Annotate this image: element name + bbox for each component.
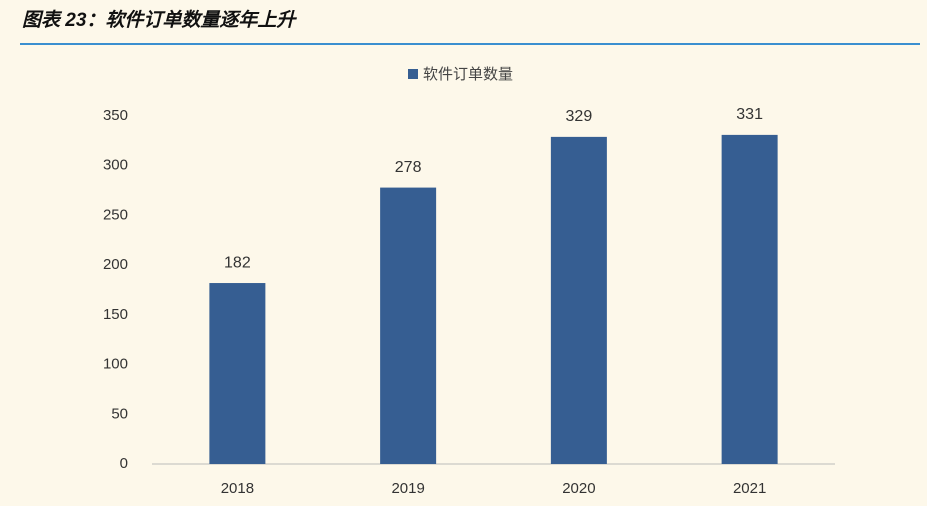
legend-label: 软件订单数量 — [423, 66, 513, 83]
y-tick-label: 350 — [103, 107, 128, 124]
y-tick-label: 100 — [103, 356, 128, 373]
data-label: 182 — [224, 254, 251, 271]
y-tick-label: 150 — [103, 306, 128, 323]
bar — [721, 134, 778, 465]
y-tick-label: 200 — [103, 256, 128, 273]
bar — [209, 283, 266, 464]
legend-swatch — [408, 69, 418, 79]
y-tick-label: 50 — [111, 405, 128, 422]
y-tick-label: 250 — [103, 206, 128, 223]
x-tick-label: 2021 — [733, 480, 766, 497]
bar — [380, 187, 437, 465]
x-tick-label: 2018 — [221, 480, 254, 497]
data-label: 331 — [736, 106, 763, 123]
chart-title: 图表 23：软件订单数量逐年上升 — [22, 9, 297, 31]
y-tick-label: 0 — [120, 455, 128, 472]
bar — [550, 136, 607, 464]
data-label: 278 — [395, 159, 422, 176]
x-tick-label: 2020 — [562, 480, 595, 497]
x-tick-label: 2019 — [391, 480, 424, 497]
data-label: 329 — [566, 108, 593, 125]
y-tick-label: 300 — [103, 157, 128, 174]
